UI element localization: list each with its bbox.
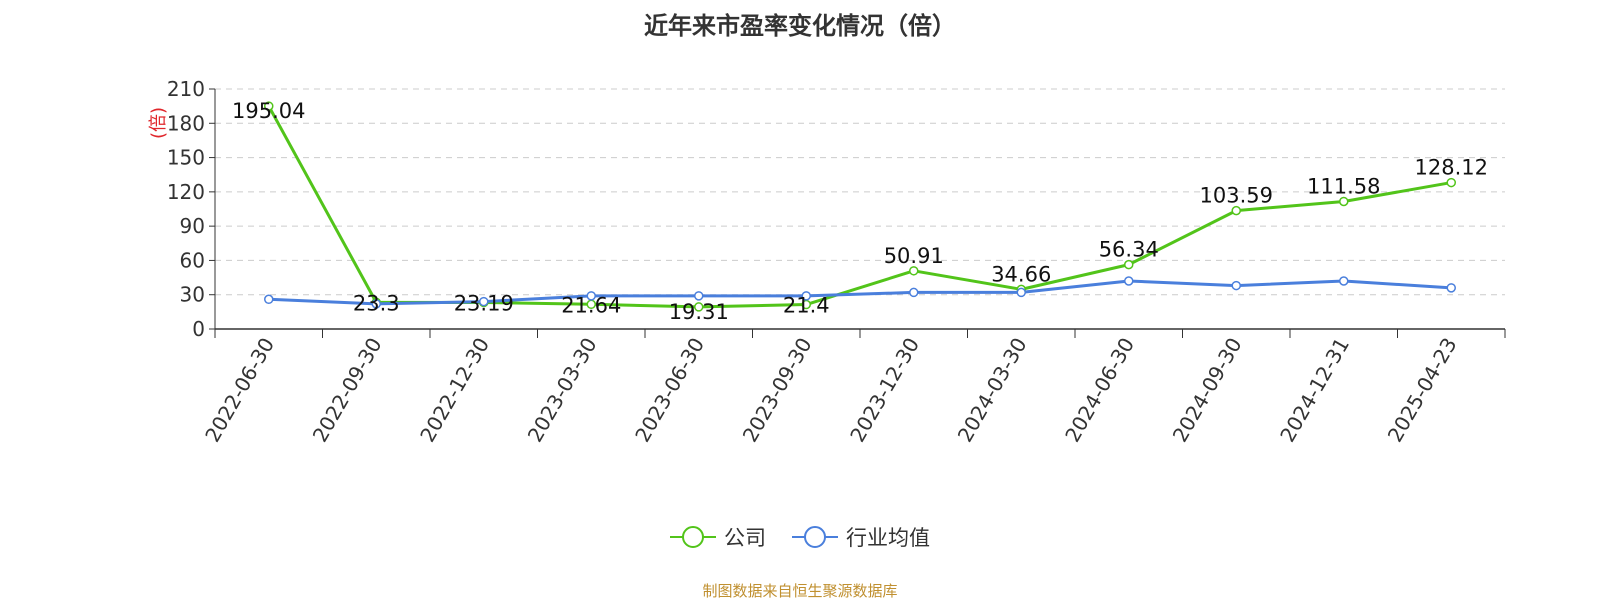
x-tick-label: 2023-12-30 bbox=[845, 334, 924, 447]
data-label: 34.66 bbox=[991, 262, 1051, 286]
legend-item-industry-average[interactable]: 行业均值 bbox=[792, 522, 930, 552]
gridlines bbox=[215, 88, 1505, 296]
series-point-1 bbox=[694, 291, 704, 301]
series-point-0 bbox=[694, 302, 704, 312]
data-label: 56.34 bbox=[1099, 238, 1159, 262]
line-chart: 0 30 60 90 120 150 180 210 2022-06-30 2022-09-30… bbox=[148, 77, 1506, 447]
series-point-1 bbox=[264, 294, 274, 305]
series-line-1 bbox=[268, 279, 1452, 306]
series-point-1 bbox=[371, 299, 381, 309]
x-tick-label: 2024-03-30 bbox=[953, 334, 1032, 447]
data-label: 103.59 bbox=[1200, 184, 1273, 208]
y-axis: 0 30 60 90 120 150 180 210 bbox=[167, 77, 216, 341]
series-point-1 bbox=[1231, 280, 1241, 291]
series-point-0 bbox=[1231, 205, 1241, 216]
data-source-note: 制图数据来自恒生聚源数据库 bbox=[702, 582, 898, 600]
y-tick-label: 60 bbox=[180, 248, 205, 272]
legend: 公司 行业均值 bbox=[0, 522, 1600, 552]
series-point-1 bbox=[479, 296, 489, 307]
chart-title: 近年来市盈率变化情况（倍） bbox=[644, 12, 956, 40]
series-point-0 bbox=[1339, 196, 1349, 207]
y-tick-label: 120 bbox=[167, 180, 205, 204]
data-label: 21.4 bbox=[783, 294, 830, 318]
legend-swatch-company bbox=[670, 525, 716, 549]
series-point-1 bbox=[1339, 276, 1349, 286]
series-point-1 bbox=[1446, 283, 1456, 293]
x-tick-label: 2022-06-30 bbox=[200, 334, 279, 447]
legend-item-company[interactable]: 公司 bbox=[670, 522, 766, 552]
y-tick-label: 150 bbox=[167, 146, 205, 170]
data-label: 23.19 bbox=[454, 291, 514, 315]
series-point-1 bbox=[909, 287, 919, 298]
series-line-0 bbox=[267, 105, 1452, 309]
series-point-0 bbox=[909, 266, 919, 276]
data-labels: 195.04 23.3 23.19 21.64 19.31 21.4 50.91 34.66 5… bbox=[232, 99, 1488, 324]
data-label: 19.31 bbox=[669, 300, 729, 324]
y-axis-label: (倍) bbox=[148, 107, 169, 139]
series-point-1 bbox=[801, 291, 811, 301]
data-label: 23.3 bbox=[353, 291, 400, 315]
legend-label-company: 公司 bbox=[724, 526, 766, 550]
y-tick-label: 210 bbox=[167, 77, 205, 101]
x-tick-label: 2024-12-31 bbox=[1275, 334, 1354, 447]
data-label: 21.64 bbox=[561, 293, 621, 317]
x-tick-label: 2023-06-30 bbox=[630, 334, 709, 447]
series-point-0 bbox=[1124, 259, 1134, 270]
data-label: 50.91 bbox=[884, 244, 944, 268]
series-point-1 bbox=[1124, 276, 1134, 286]
x-axis: 2022-06-30 2022-09-30 2022-12-30 2023-03-30… bbox=[200, 328, 1506, 447]
legend-swatch-industry-average bbox=[792, 525, 838, 549]
series-group bbox=[264, 101, 1456, 312]
x-tick-label: 2022-09-30 bbox=[308, 334, 387, 447]
data-label: 111.58 bbox=[1307, 174, 1380, 198]
legend-label-industry-average: 行业均值 bbox=[846, 526, 930, 550]
x-tick-label: 2023-03-30 bbox=[523, 334, 602, 447]
y-tick-label: 30 bbox=[180, 283, 205, 307]
series-point-1 bbox=[586, 291, 596, 301]
x-tick-label: 2022-12-30 bbox=[415, 334, 494, 447]
series-point-1 bbox=[1016, 287, 1026, 298]
x-tick-label: 2025-04-23 bbox=[1383, 334, 1462, 447]
x-tick-label: 2023-09-30 bbox=[738, 334, 817, 447]
y-tick-label: 90 bbox=[180, 214, 205, 238]
y-tick-label: 0 bbox=[192, 317, 205, 341]
x-tick-label: 2024-06-30 bbox=[1060, 334, 1139, 447]
series-point-0 bbox=[264, 101, 274, 111]
x-tick-label: 2024-09-30 bbox=[1168, 334, 1247, 447]
series-point-0 bbox=[1446, 177, 1456, 188]
y-tick-label: 180 bbox=[167, 111, 205, 135]
data-label: 195.04 bbox=[232, 99, 305, 123]
data-label: 128.12 bbox=[1415, 156, 1488, 180]
